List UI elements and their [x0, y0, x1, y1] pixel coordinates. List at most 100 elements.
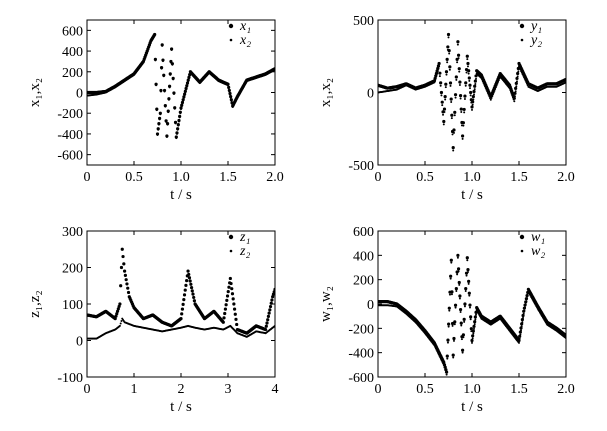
- data-point-dot: [153, 34, 156, 37]
- data-point-dot: [450, 101, 453, 104]
- data-point-dot: [174, 122, 177, 125]
- data-point-dot: [513, 100, 516, 103]
- data-point-star: [273, 287, 275, 291]
- data-point-star: [474, 74, 478, 78]
- y-tick-label: 0: [367, 298, 374, 313]
- y-tick-label: 0: [367, 87, 374, 102]
- data-point-star: [439, 81, 443, 85]
- data-point-dot: [498, 77, 501, 80]
- data-point-star: [463, 94, 467, 98]
- data-point-star: [223, 307, 228, 311]
- data-point-dot: [518, 65, 520, 68]
- data-point-dot: [446, 61, 449, 64]
- data-point-dot: [228, 90, 231, 93]
- data-point-dot: [458, 297, 461, 300]
- y-tick-label: -200: [348, 322, 374, 337]
- data-point-dot: [463, 111, 466, 114]
- data-point-star: [230, 292, 235, 296]
- y-axis-label: x₁,x₂: [318, 78, 334, 107]
- data-point-dot: [154, 59, 157, 62]
- data-point-star: [446, 338, 450, 342]
- data-point-dot: [525, 81, 528, 84]
- data-point-dot: [473, 88, 476, 91]
- data-point-dot: [169, 73, 172, 76]
- data-point-star: [189, 282, 193, 286]
- data-point-dot: [486, 92, 489, 95]
- x-tick-label: 2.0: [557, 382, 575, 397]
- data-point-dot: [180, 105, 183, 108]
- data-point-dot: [450, 293, 453, 296]
- data-point-star: [444, 70, 449, 74]
- data-point-star: [445, 57, 449, 61]
- data-point-dot: [514, 90, 517, 93]
- data-point-dot: [520, 70, 523, 73]
- data-point-star: [514, 86, 518, 90]
- data-point-dot: [467, 72, 470, 75]
- data-point-dot: [231, 102, 234, 105]
- data-point-dot: [145, 53, 148, 56]
- data-point-star: [449, 97, 453, 101]
- data-point-dot: [451, 324, 454, 327]
- data-point-dot: [493, 89, 496, 92]
- data-point-dot: [446, 48, 449, 51]
- data-point-dot: [230, 99, 233, 102]
- data-point-star: [458, 307, 463, 312]
- data-point-dot: [185, 85, 188, 88]
- data-point-star: [187, 276, 192, 280]
- data-point-dot: [496, 82, 499, 85]
- data-point-dot: [452, 356, 455, 359]
- data-point-star: [126, 286, 130, 290]
- data-point-star: [230, 287, 234, 291]
- data-point-star: [515, 76, 519, 81]
- data-point-dot: [468, 79, 471, 82]
- data-point-star: [467, 279, 471, 284]
- data-point-star: [189, 285, 194, 290]
- data-point-star: [440, 100, 444, 104]
- data-point-star: [225, 298, 229, 302]
- x-tick-label: 1.5: [510, 170, 528, 185]
- data-point-dot: [148, 44, 151, 47]
- data-point-dot: [164, 105, 167, 108]
- data-point-star: [191, 292, 195, 296]
- data-point-star: [264, 327, 268, 332]
- data-point-star: [442, 119, 446, 124]
- data-point-star: [232, 307, 237, 311]
- data-point-star: [121, 254, 125, 259]
- data-point-star: [120, 247, 124, 251]
- data-point-dot: [438, 75, 441, 78]
- data-point-star: [457, 67, 461, 71]
- data-point-star: [450, 113, 454, 117]
- data-point-dot: [464, 290, 467, 293]
- data-point-dot: [511, 96, 514, 99]
- data-point-dot: [525, 82, 528, 85]
- data-point-star: [184, 283, 188, 287]
- data-point-dot: [439, 356, 442, 359]
- data-point-star: [471, 329, 475, 333]
- data-point-dot: [434, 347, 437, 350]
- data-point-dot: [526, 297, 529, 300]
- data-point-dot: [522, 312, 525, 315]
- data-point-dot: [156, 133, 159, 136]
- data-point-star: [114, 314, 118, 318]
- data-point-dot: [512, 98, 515, 101]
- data-point-dot: [446, 341, 449, 344]
- data-point-dot: [520, 71, 523, 74]
- data-point-star: [442, 107, 447, 111]
- data-point-star: [456, 267, 461, 271]
- legend-label: w₂: [531, 244, 545, 259]
- data-point-dot: [438, 65, 441, 68]
- data-point-dot: [436, 350, 439, 353]
- data-point-dot: [523, 76, 526, 79]
- y-axis-label: x₁,x₂: [27, 78, 43, 107]
- data-point-star: [443, 95, 447, 99]
- y-tick-label: -500: [348, 159, 374, 174]
- data-point-dot: [444, 98, 447, 101]
- data-point-dot: [473, 323, 476, 326]
- data-point-dot: [492, 91, 495, 94]
- data-point-dot: [475, 77, 478, 80]
- x-tick-label: 2: [178, 382, 185, 397]
- data-point-dot: [468, 294, 471, 297]
- data-point-star: [513, 91, 517, 95]
- data-point-star: [453, 320, 457, 324]
- data-point-star: [118, 302, 122, 306]
